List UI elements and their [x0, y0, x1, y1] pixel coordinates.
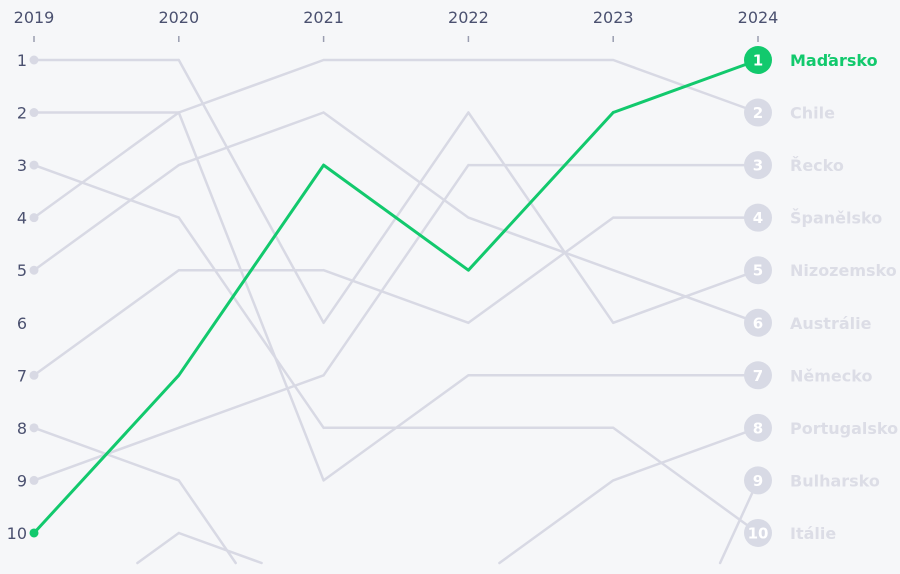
series-line [32, 163, 760, 535]
end-rank-badge [744, 413, 772, 442]
start-point [29, 475, 39, 485]
series-label: Španělsko [790, 209, 882, 228]
year-label: 2022 [448, 8, 489, 27]
start-point [29, 213, 39, 223]
series-label: Německo [790, 366, 872, 385]
year-label: 2019 [14, 8, 55, 27]
end-rank-number: 2 [753, 104, 763, 122]
start-point [29, 160, 39, 170]
series-line [498, 426, 760, 565]
series-label: Maďarsko [790, 51, 878, 70]
rank-label: 7 [17, 366, 27, 385]
series-line [32, 58, 760, 219]
end-rank-number: 8 [753, 419, 763, 437]
rank-label: 2 [17, 104, 27, 123]
rank-label: 9 [17, 471, 27, 490]
start-point [29, 423, 39, 433]
series-label: Austrálie [790, 314, 872, 333]
series-line [136, 531, 263, 565]
start-point [29, 265, 39, 275]
end-rank-badge [744, 256, 772, 285]
rank-label: 1 [17, 51, 27, 70]
end-rank-number: 3 [753, 157, 763, 175]
year-label: 2023 [593, 8, 634, 27]
end-rank-badge [744, 518, 772, 547]
series-line [32, 216, 760, 377]
rank-label: 8 [17, 419, 27, 438]
start-point [29, 528, 39, 538]
series-line [718, 479, 760, 565]
start-point [29, 370, 39, 380]
end-rank-number: 10 [748, 524, 769, 542]
series-label: Portugalsko [790, 419, 898, 438]
series-label: Řecko [790, 156, 844, 175]
end-rank-number: 6 [753, 314, 763, 332]
series-line [32, 163, 760, 482]
rank-label: 4 [17, 209, 27, 228]
end-rank-badge [744, 46, 772, 74]
series-line [32, 58, 760, 535]
end-rank-badge [744, 151, 772, 180]
year-label: 2020 [158, 8, 199, 27]
rank-label: 3 [17, 156, 27, 175]
rank-label: 10 [7, 524, 27, 543]
end-rank-number: 1 [753, 52, 763, 70]
year-label: 2021 [303, 8, 344, 27]
start-point [29, 108, 39, 118]
end-rank-badge [744, 98, 772, 127]
end-rank-number: 7 [753, 367, 763, 385]
series-label: Bulharsko [790, 471, 880, 490]
series-label: Nizozemsko [790, 261, 897, 280]
end-rank-badge [744, 308, 772, 337]
end-rank-number: 5 [753, 262, 763, 280]
year-label: 2024 [738, 8, 779, 27]
series-label: Itálie [790, 524, 836, 543]
start-point [29, 55, 39, 65]
end-rank-badge [744, 466, 772, 495]
end-rank-number: 9 [753, 472, 763, 490]
end-rank-badge [744, 203, 772, 232]
series-line [32, 111, 760, 325]
end-rank-badge [744, 361, 772, 390]
end-rank-number: 4 [753, 209, 763, 227]
rank-label: 5 [17, 261, 27, 280]
series-label: Chile [790, 104, 835, 123]
rank-label: 6 [17, 314, 27, 333]
